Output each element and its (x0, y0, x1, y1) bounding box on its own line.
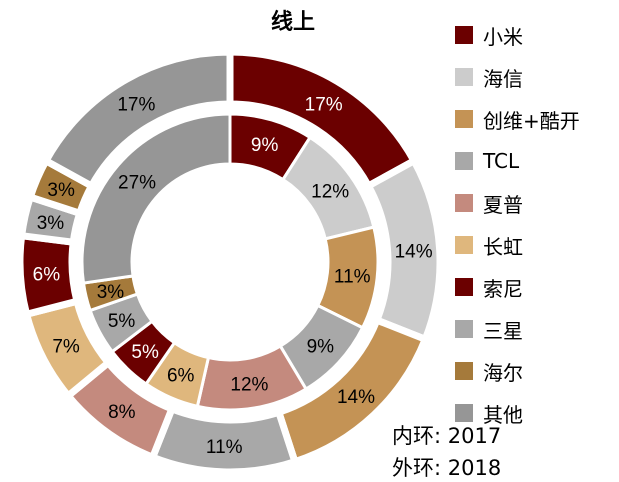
legend-item-8: 海尔 (455, 350, 615, 392)
outer-label-0: 17% (305, 95, 343, 116)
outer-label-8: 3% (47, 180, 75, 201)
legend-item-5: 长虹 (455, 224, 615, 266)
legend-swatch-7 (455, 320, 473, 338)
legend-item-4: 夏普 (455, 182, 615, 224)
inner-ring-label: 内环: (392, 424, 442, 448)
legend-item-6: 索尼 (455, 266, 615, 308)
inner-label-6: 5% (131, 342, 159, 363)
legend-label-9: 其他 (483, 402, 523, 427)
inner-label-4: 12% (230, 374, 268, 395)
outer-label-5: 7% (52, 337, 80, 358)
legend-item-0: 小米 (455, 14, 615, 56)
legend-label-4: 夏普 (483, 192, 523, 217)
outer-ring-note: 外环: 2018 (392, 452, 501, 482)
legend-label-8: 海尔 (483, 360, 523, 385)
legend: 小米 海信 创维+酷开 TCL 夏普 长虹 索尼 三星 海尔 其他 (455, 14, 615, 434)
legend-label-0: 小米 (483, 24, 523, 49)
inner-label-1: 12% (311, 182, 349, 203)
legend-swatch-0 (455, 26, 473, 44)
outer-label-4: 8% (108, 402, 136, 423)
outer-label-7: 3% (37, 213, 65, 234)
legend-label-5: 长虹 (483, 234, 523, 259)
legend-label-6: 索尼 (483, 276, 523, 301)
inner-label-8: 3% (97, 282, 125, 303)
legend-label-1: 海信 (483, 66, 523, 91)
legend-swatch-1 (455, 68, 473, 86)
outer-slice-9 (41, 48, 234, 191)
legend-swatch-5 (455, 236, 473, 254)
inner-label-9: 27% (118, 172, 156, 193)
outer-label-1: 14% (395, 241, 433, 262)
inner-label-2: 11% (334, 267, 371, 288)
legend-item-2: 创维+酷开 (455, 98, 615, 140)
outer-label-3: 11% (206, 437, 243, 458)
outer-ring-label: 外环: (392, 456, 442, 480)
inner-label-0: 9% (251, 135, 279, 156)
legend-label-2: 创维+酷开 (483, 108, 580, 133)
legend-swatch-2 (455, 110, 473, 128)
legend-item-1: 海信 (455, 56, 615, 98)
legend-item-3: TCL (455, 140, 615, 182)
legend-swatch-9 (455, 404, 473, 422)
legend-item-7: 三星 (455, 308, 615, 350)
legend-swatch-8 (455, 362, 473, 380)
legend-swatch-4 (455, 194, 473, 212)
inner-ring-year: 2017 (447, 424, 502, 448)
inner-slice-9 (80, 112, 232, 285)
legend-swatch-6 (455, 278, 473, 296)
legend-item-9: 其他 (455, 392, 615, 434)
outer-label-6: 6% (33, 265, 61, 286)
legend-label-7: 三星 (483, 318, 523, 343)
outer-ring-year: 2018 (447, 456, 502, 480)
outer-label-2: 14% (337, 387, 375, 408)
inner-ring-note: 内环: 2017 (392, 420, 501, 450)
inner-label-7: 5% (108, 311, 136, 332)
chart-title: 线上 (270, 10, 315, 35)
outer-label-9: 17% (117, 95, 155, 116)
legend-swatch-3 (455, 152, 473, 170)
inner-label-3: 9% (307, 336, 335, 357)
inner-label-5: 6% (167, 366, 195, 387)
legend-label-3: TCL (483, 149, 520, 173)
